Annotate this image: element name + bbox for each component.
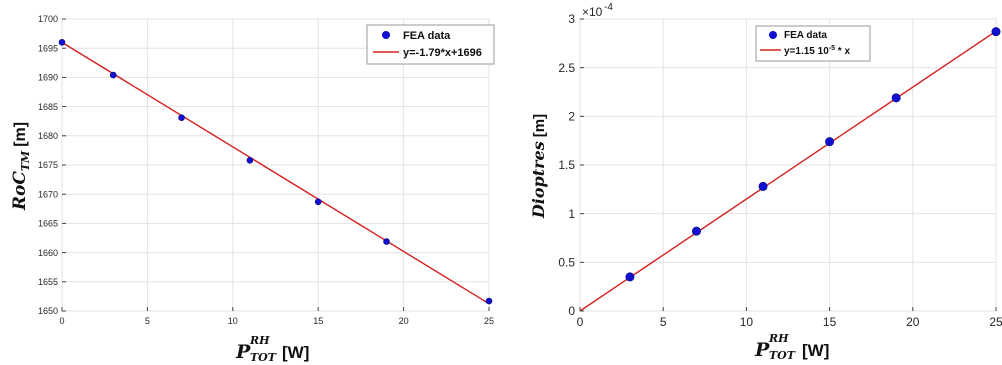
plot-dioptres-legend: FEA data y=1.15 10-5 * x: [755, 25, 871, 62]
xlabel-subscript: TOT: [250, 351, 277, 364]
data-point: [246, 157, 254, 164]
y-tick-label: 2: [568, 110, 575, 124]
plot-dioptres: 0 5 10 15 20 25 0 0.5 1 1.5 2 2.5 3 ×10 -4 FEA data …: [529, 2, 1002, 362]
y-tick-label: 1675: [38, 160, 58, 170]
legend-fit-base: y=1.15 10: [784, 46, 829, 57]
y-exponent-base: ×10: [582, 5, 603, 19]
x-tick-label: 0: [577, 315, 584, 329]
data-point: [485, 297, 493, 305]
x-tick-label: 25: [484, 316, 494, 326]
xlabel-superscript: RH: [768, 332, 789, 345]
data-point: [825, 137, 835, 147]
data-point: [109, 71, 117, 79]
y-tick-label: 3: [568, 12, 575, 26]
x-tick-label: 5: [660, 315, 667, 329]
y-exponent-label: ×10 -4: [582, 2, 613, 19]
ylabel-symbol: RoC: [10, 171, 30, 211]
legend-label-fit: y=1.15 10-5 * x: [784, 45, 850, 57]
legend-label-fea-data: FEA data: [403, 30, 451, 42]
plot-roc-xlabel: P RH TOT [W]: [235, 334, 309, 364]
y-tick-label: 1700: [38, 14, 58, 24]
legend-fit-tail: * x: [835, 46, 850, 57]
plot-dioptres-marks: [579, 27, 1001, 312]
svg-text:Dioptres[m]: Dioptres [m]: [529, 114, 548, 219]
y-tick-label: 1655: [38, 277, 58, 287]
y-tick-label: 1650: [38, 306, 58, 316]
x-tick-label: 20: [906, 315, 920, 329]
y-tick-label: 0.5: [558, 256, 575, 270]
legend-scatter-marker: [382, 31, 390, 39]
y-tick-label: 2.5: [558, 61, 575, 75]
y-tick-label: 1670: [38, 189, 58, 199]
data-point: [758, 181, 768, 191]
y-tick-label: 1: [568, 207, 575, 221]
plot-roc: 0 5 10 15 20 25 1650 1655 1660 1665 1670 1675 1680 16…: [10, 14, 495, 364]
x-tick-label: 10: [228, 316, 238, 326]
y-tick-label: 1680: [38, 131, 58, 141]
xlabel-unit: [W]: [282, 343, 309, 362]
y-tick-label: 1660: [38, 248, 58, 258]
y-tick-label: 1.5: [558, 158, 575, 172]
legend-fit-exponent: -5: [829, 45, 835, 52]
y-tick-label: 1690: [38, 73, 58, 83]
y-tick-label: 0: [568, 304, 575, 318]
plot-dioptres-ylabel: Dioptres [m]: [529, 114, 548, 219]
data-point: [891, 93, 901, 103]
data-point: [625, 272, 635, 282]
xlabel-symbol: P: [235, 341, 251, 363]
x-tick-label: 10: [740, 315, 754, 329]
plot-roc-ticks: 0 5 10 15 20 25 1650 1655 1660 1665 1670 1675 1680 16…: [38, 14, 494, 326]
xlabel-unit: [W]: [802, 341, 829, 360]
y-tick-label: 1685: [38, 102, 58, 112]
legend-box: [366, 24, 495, 65]
data-point: [991, 27, 1001, 37]
fit-line: [579, 30, 997, 312]
ylabel-symbol: Dioptres: [529, 141, 548, 219]
legend-label-fea-data: FEA data: [784, 30, 827, 41]
ylabel-unit: [m]: [12, 122, 29, 147]
y-tick-label: 1665: [38, 219, 58, 229]
plot-dioptres-xlabel: P RH TOT [W]: [754, 332, 829, 362]
fit-line: [61, 41, 490, 305]
xlabel-symbol: P: [754, 339, 770, 361]
data-point: [314, 198, 322, 206]
legend-label-fit: y=-1.79*x+1696: [403, 47, 482, 59]
y-tick-label: 1695: [38, 43, 58, 53]
plot-roc-grid: [61, 18, 490, 312]
xlabel-subscript: TOT: [769, 349, 796, 362]
x-tick-label: 25: [989, 315, 1002, 329]
data-point: [178, 114, 185, 121]
svg-text:RoCTM[m]: RoCTM [m]: [10, 122, 32, 211]
ylabel-unit: [m]: [531, 114, 548, 137]
x-tick-label: 5: [145, 316, 150, 326]
data-point: [383, 238, 390, 245]
data-point: [58, 39, 66, 46]
x-tick-label: 15: [823, 315, 837, 329]
x-tick-label: 0: [59, 316, 64, 326]
x-tick-label: 15: [313, 316, 323, 326]
data-point: [691, 226, 701, 236]
plot-dioptres-ticks: 0 5 10 15 20 25 0 0.5 1 1.5 2 2.5 3: [558, 12, 1002, 329]
plot-roc-ylabel: RoCTM [m]: [10, 122, 32, 211]
ylabel-subscript: TM: [19, 150, 32, 171]
x-tick-label: 20: [399, 316, 409, 326]
legend-scatter-marker: [769, 31, 777, 39]
plot-roc-legend: FEA data y=-1.79*x+1696: [366, 24, 495, 65]
y-exponent-power: -4: [604, 2, 613, 13]
xlabel-superscript: RH: [249, 334, 270, 347]
plot-roc-marks: [58, 39, 493, 305]
